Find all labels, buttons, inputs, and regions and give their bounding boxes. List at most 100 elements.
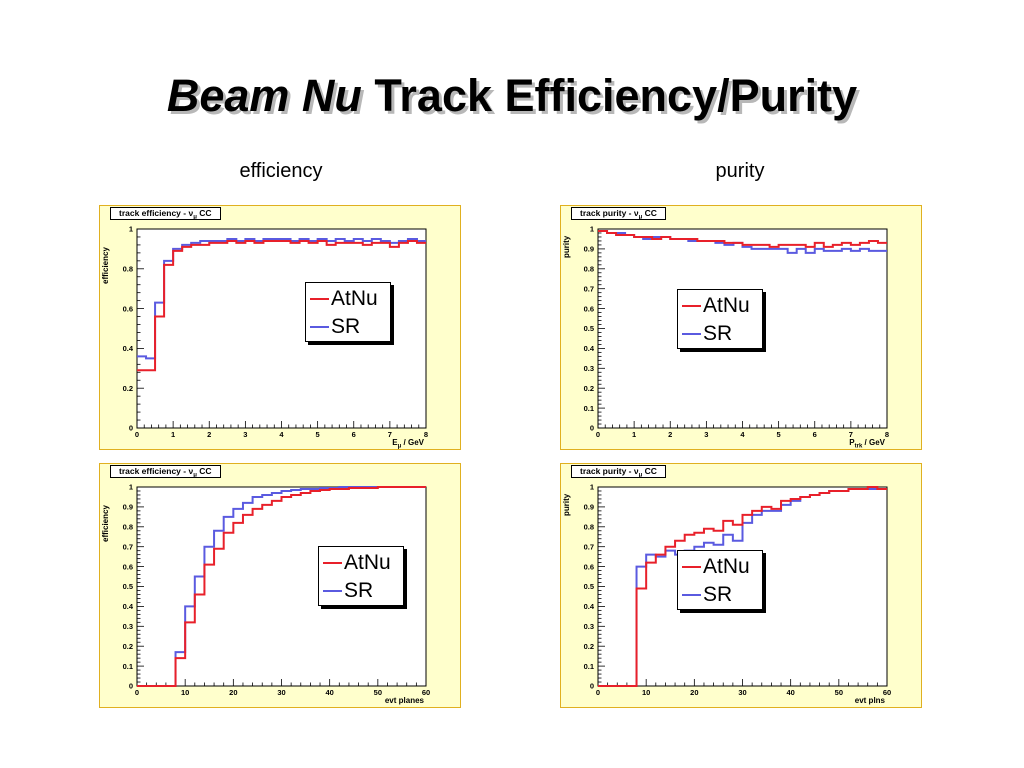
y-tick-label: 0.4 — [584, 344, 595, 353]
legend-box: AtNu SR — [677, 289, 763, 349]
x-tick-label: 1 — [632, 430, 636, 439]
legend-label: SR — [703, 583, 733, 606]
legend-label: AtNu — [703, 555, 750, 578]
legend-swatch-atnu — [682, 305, 701, 307]
panel-title: track efficiency - νμ CC — [110, 465, 221, 479]
chart-panel-efficiency-planes: 0 10 20 30 40 50 60 0 0.1 0.2 0.3 0.4 0.5 0.6 0.7 0.8 0.… — [99, 463, 461, 708]
legend-swatch-atnu — [682, 566, 701, 568]
y-axis-label: purity — [562, 235, 571, 258]
x-tick-label: 10 — [642, 688, 650, 697]
x-tick-label: 50 — [374, 688, 382, 697]
y-tick-label: 0.5 — [584, 324, 594, 333]
legend-entry-sr: SR — [678, 582, 762, 608]
y-tick-label: 0.3 — [584, 622, 594, 631]
y-tick-label: 0.4 — [123, 602, 134, 611]
y-tick-label: 0.1 — [584, 404, 594, 413]
series-line-atnu — [598, 486, 887, 687]
y-tick-label: 0.2 — [123, 642, 133, 651]
x-axis-label-tail: / GeV — [401, 438, 424, 447]
y-axis-label: purity — [562, 493, 571, 516]
x-tick-label: 30 — [738, 688, 746, 697]
y-tick-label: 1 — [129, 225, 133, 234]
x-tick-label: 3 — [704, 430, 708, 439]
legend-swatch-sr — [682, 333, 701, 335]
legend-entry-atnu: AtNu — [306, 286, 390, 312]
y-tick-label: 0.9 — [123, 503, 133, 512]
x-tick-label: 60 — [883, 688, 891, 697]
x-tick-label: 2 — [668, 430, 672, 439]
x-axis-label-sub: trk — [854, 443, 863, 450]
x-tick-label: 4 — [740, 430, 745, 439]
y-tick-label: 0.1 — [584, 662, 594, 671]
legend-entry-atnu: AtNu — [678, 293, 762, 319]
y-tick-label: 1 — [590, 483, 594, 492]
legend-entry-atnu: AtNu — [678, 554, 762, 580]
y-tick-label: 1 — [129, 483, 133, 492]
x-tick-label: 7 — [388, 430, 392, 439]
y-tick-label: 0.8 — [584, 265, 594, 274]
y-axis-label: efficiency — [101, 505, 110, 542]
y-axis-label: efficiency — [101, 247, 110, 284]
legend-label: AtNu — [344, 551, 391, 574]
slide-title-italic: Beam Nu — [166, 70, 362, 121]
x-axis-label: Eμ / GeV — [392, 438, 424, 450]
legend-swatch-atnu — [323, 562, 342, 564]
legend-swatch-sr — [310, 326, 329, 328]
legend-box: AtNu SR — [318, 546, 404, 606]
y-tick-label: 0.3 — [584, 364, 594, 373]
y-tick-label: 0.7 — [123, 542, 133, 551]
x-tick-label: 20 — [229, 688, 237, 697]
panel-title-sub: μ — [638, 472, 643, 479]
panel-title: track efficiency - νμ CC — [110, 207, 221, 221]
x-tick-label: 6 — [813, 430, 817, 439]
series-line-atnu — [598, 229, 887, 248]
legend-label: SR — [344, 579, 374, 602]
y-tick-label: 0 — [590, 424, 594, 433]
legend-label: AtNu — [331, 287, 378, 310]
y-tick-label: 0.2 — [584, 642, 594, 651]
y-tick-label: 0.9 — [584, 503, 594, 512]
legend-label: SR — [703, 322, 733, 345]
x-tick-label: 3 — [243, 430, 247, 439]
y-tick-label: 0.8 — [584, 523, 594, 532]
x-axis-label-main: E — [392, 438, 398, 447]
panel-title-main: track efficiency - ν — [119, 466, 194, 476]
panel-title-tail: CC — [196, 466, 212, 476]
y-tick-label: 0.3 — [123, 622, 133, 631]
panel-title-tail: CC — [196, 208, 212, 218]
x-axis-label: Ptrk / GeV — [849, 438, 885, 450]
x-axis-label-sub: μ — [397, 443, 402, 450]
panel-title-sub: μ — [638, 214, 643, 221]
panel-title-main: track purity - ν — [580, 208, 639, 218]
chart-svg: 0 1 2 3 4 5 6 7 8 0 0.2 0.4 0.6 0.8 1 — [123, 225, 429, 439]
y-tick-label: 0.2 — [123, 384, 133, 393]
legend-entry-sr: SR — [319, 578, 403, 604]
legend-swatch-atnu — [310, 298, 329, 300]
column-heading-purity: purity — [715, 160, 765, 182]
legend-swatch-sr — [323, 590, 342, 592]
chart-panel-purity-momentum: 0 1 2 3 4 5 6 7 8 0 0.1 0.2 0.3 0.4 0.5 0.6 0.7 0.8 0.9 1 tr… — [560, 205, 922, 450]
x-tick-label: 0 — [596, 430, 600, 439]
y-tick-label: 0.8 — [123, 523, 133, 532]
x-tick-label: 8 — [885, 430, 889, 439]
panel-title-main: track efficiency - ν — [119, 208, 194, 218]
y-tick-label: 0.1 — [123, 662, 133, 671]
y-tick-label: 0.6 — [584, 562, 594, 571]
y-tick-label: 0 — [129, 424, 133, 433]
x-tick-label: 6 — [352, 430, 356, 439]
x-axis-label-main: evt planes — [384, 696, 424, 705]
x-tick-label: 5 — [777, 430, 781, 439]
legend-swatch-sr — [682, 594, 701, 596]
x-tick-label: 1 — [171, 430, 175, 439]
x-tick-label: 30 — [277, 688, 285, 697]
panel-title-sub: μ — [193, 472, 197, 479]
y-tick-label: 0.6 — [123, 304, 133, 313]
x-tick-label: 5 — [316, 430, 320, 439]
x-axis-label-main: evt plns — [854, 696, 885, 705]
x-tick-label: 0 — [596, 688, 600, 697]
slide-title-rest: Track Efficiency/Purity — [361, 70, 858, 121]
y-tick-label: 0.5 — [584, 582, 594, 591]
series-line-atnu — [137, 239, 426, 372]
y-tick-label: 0.4 — [123, 344, 134, 353]
x-tick-label: 0 — [135, 430, 139, 439]
